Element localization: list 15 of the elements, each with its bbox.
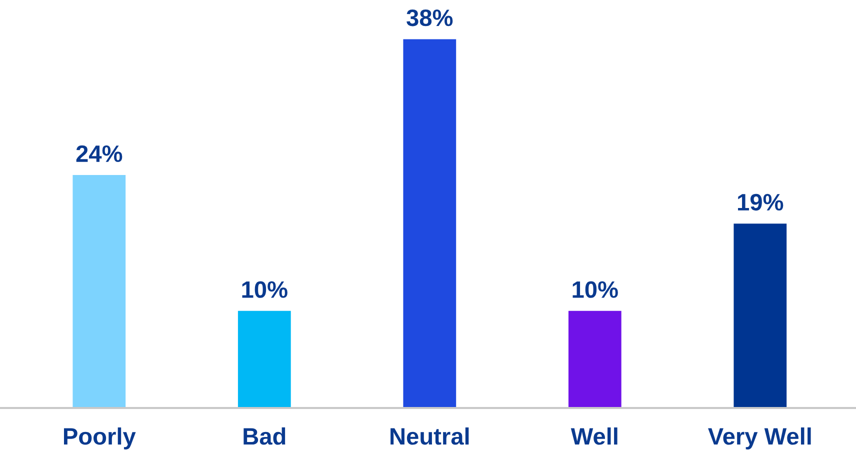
- bar: [238, 310, 291, 408]
- x-tick-label: Neutral: [390, 427, 469, 445]
- x-tick-label: Bad: [244, 427, 286, 445]
- bar: [403, 39, 456, 408]
- data-label: 24%: [76, 145, 122, 162]
- data-label: 10%: [242, 281, 288, 298]
- bar: [72, 175, 126, 408]
- x-tick-label: Well: [570, 427, 618, 445]
- x-tick-label: Very Well: [708, 427, 811, 450]
- data-label: 10%: [572, 281, 618, 298]
- data-label: 19%: [738, 194, 784, 211]
- x-tick-label: Poorly: [64, 427, 136, 450]
- data-label: 38%: [406, 9, 453, 26]
- bar: [568, 310, 622, 408]
- bar: [734, 224, 787, 408]
